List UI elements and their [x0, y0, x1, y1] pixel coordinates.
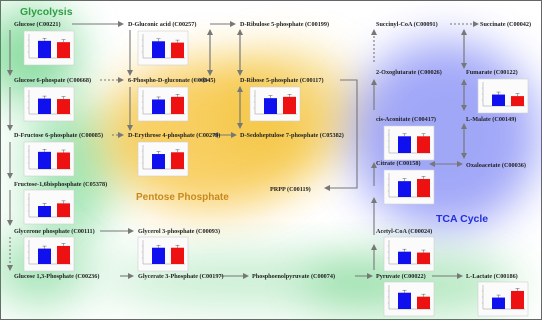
bar-blue — [264, 98, 277, 114]
bar-blue — [492, 297, 505, 309]
mini-chart-glucose-6-phosphate — [23, 86, 75, 122]
mini-chart-lactate — [477, 281, 529, 317]
metabolite-label: L-Lactate (C00186) — [466, 273, 518, 280]
bar-red — [283, 96, 296, 114]
bar-red — [57, 99, 70, 114]
metabolite-label: L-Malate (C00149) — [466, 116, 516, 123]
metabolite-label: Succinate (C00042) — [480, 21, 531, 28]
bar-red — [57, 42, 70, 58]
bar-blue — [38, 206, 51, 217]
mini-chart-glucose — [23, 30, 75, 66]
metabolite-label: Glucose 1,3-Phosphate (C00236) — [14, 273, 99, 280]
bar-blue — [38, 151, 51, 169]
mini-chart-fructose-bisphosphate — [23, 189, 75, 225]
metabolite-label: D-Gluconic acid (C00257) — [128, 21, 196, 28]
bar-blue — [398, 136, 411, 153]
mini-chart-pyruvate — [383, 281, 435, 317]
bar-blue — [398, 251, 411, 264]
bar-red — [417, 178, 430, 197]
bar-red — [511, 290, 524, 309]
metabolite-label: D-Erythrose 4-phosphate (C00279) — [128, 132, 220, 139]
metabolite-label: D-Sedoheptulose 7-phosphate (C05382) — [240, 132, 344, 139]
bar-red — [171, 42, 184, 58]
metabolite-label: D-Fructose 6-phosphate (C00085) — [14, 132, 103, 139]
bar-red — [511, 96, 524, 106]
metabolite-label: PRPP (C00119) — [270, 186, 311, 193]
metabolite-label: 2-Oxoglutarate (C00026) — [376, 69, 442, 76]
bar-red — [417, 296, 430, 309]
metabolite-labels: Glucose (C00221) Glucose 6-phospate (C00… — [14, 21, 531, 280]
metabolite-label: Fructose-1,6bisphosphate (C05378) — [14, 181, 107, 188]
metabolite-label: 6-Phospho-D-gluconate (C00345) — [128, 77, 215, 84]
bar-red — [171, 247, 184, 264]
mini-chart-phosphogluconate — [137, 86, 189, 122]
bar-red — [171, 152, 184, 169]
mini-chart-erythrose-4-phosphate — [137, 141, 189, 177]
metabolite-label: Phosphoenolpyruvate (C00074) — [252, 273, 335, 280]
bar-blue — [152, 154, 165, 169]
mini-chart-fructose-6-phosphate — [23, 141, 75, 177]
bar-red — [171, 96, 184, 114]
mini-chart-acetyl-coa — [383, 236, 435, 272]
mini-chart-glycerol-3-phosphate — [137, 236, 189, 272]
reaction-arrows — [7, 21, 479, 279]
metabolite-label: Glucose (C00221) — [14, 21, 61, 28]
metabolite-label: Glycerol 3-phosphate (C00093) — [138, 228, 220, 235]
mini-chart-ribose-5-phosphate — [249, 86, 301, 122]
mini-bar-charts — [23, 30, 529, 317]
metabolite-label: Citrate (C00158) — [376, 160, 421, 167]
metabolite-label: Glucose 6-phospate (C00668) — [14, 77, 91, 84]
bar-blue — [492, 94, 505, 106]
bar-blue — [152, 99, 165, 114]
bar-blue — [38, 98, 51, 114]
bar-blue — [398, 292, 411, 309]
mini-chart-gluconic-acid — [137, 30, 189, 66]
bar-blue — [38, 40, 51, 58]
bar-red — [57, 245, 70, 264]
bar-red — [57, 203, 70, 217]
metabolite-label: Pyruvate (C00022) — [376, 273, 426, 280]
tca-cycle-title: TCA Cycle — [436, 213, 488, 225]
metabolite-label: Glycerate 3-Phosphate (C00197) — [138, 273, 224, 280]
bar-red — [417, 136, 430, 153]
bar-red — [57, 152, 70, 169]
metabolite-label: Fumarate (C00122) — [466, 69, 518, 76]
metabolite-label: Succinyl-CoA (C00091) — [376, 21, 438, 28]
bar-blue — [152, 247, 165, 264]
bar-blue — [398, 181, 411, 197]
mini-chart-fumarate — [477, 78, 529, 114]
metabolite-label: D-Ribulose 5-phosphate (C00199) — [240, 21, 329, 28]
bar-red — [417, 252, 430, 264]
bar-blue — [152, 41, 165, 58]
pentose-phosphate-title: Pentose Phosphate — [136, 192, 229, 203]
metabolite-label: D-Ribose 5-phosphate (C00117) — [240, 77, 324, 84]
mini-chart-glycerone-phosphate — [23, 236, 75, 272]
mini-chart-citrate — [383, 169, 435, 205]
metabolite-label: cis-Aconitate (C00417) — [376, 116, 436, 123]
glycolysis-title: Glycolysis — [20, 6, 73, 18]
mini-chart-cis-aconitate — [383, 125, 435, 161]
metabolite-label: Glycerone phosphate (C00111) — [14, 228, 95, 235]
metabolite-label: Oxaloacetate (C00036) — [466, 162, 526, 169]
metabolite-label: Acetyl-CoA (C00024) — [376, 228, 432, 235]
bar-blue — [38, 248, 51, 264]
